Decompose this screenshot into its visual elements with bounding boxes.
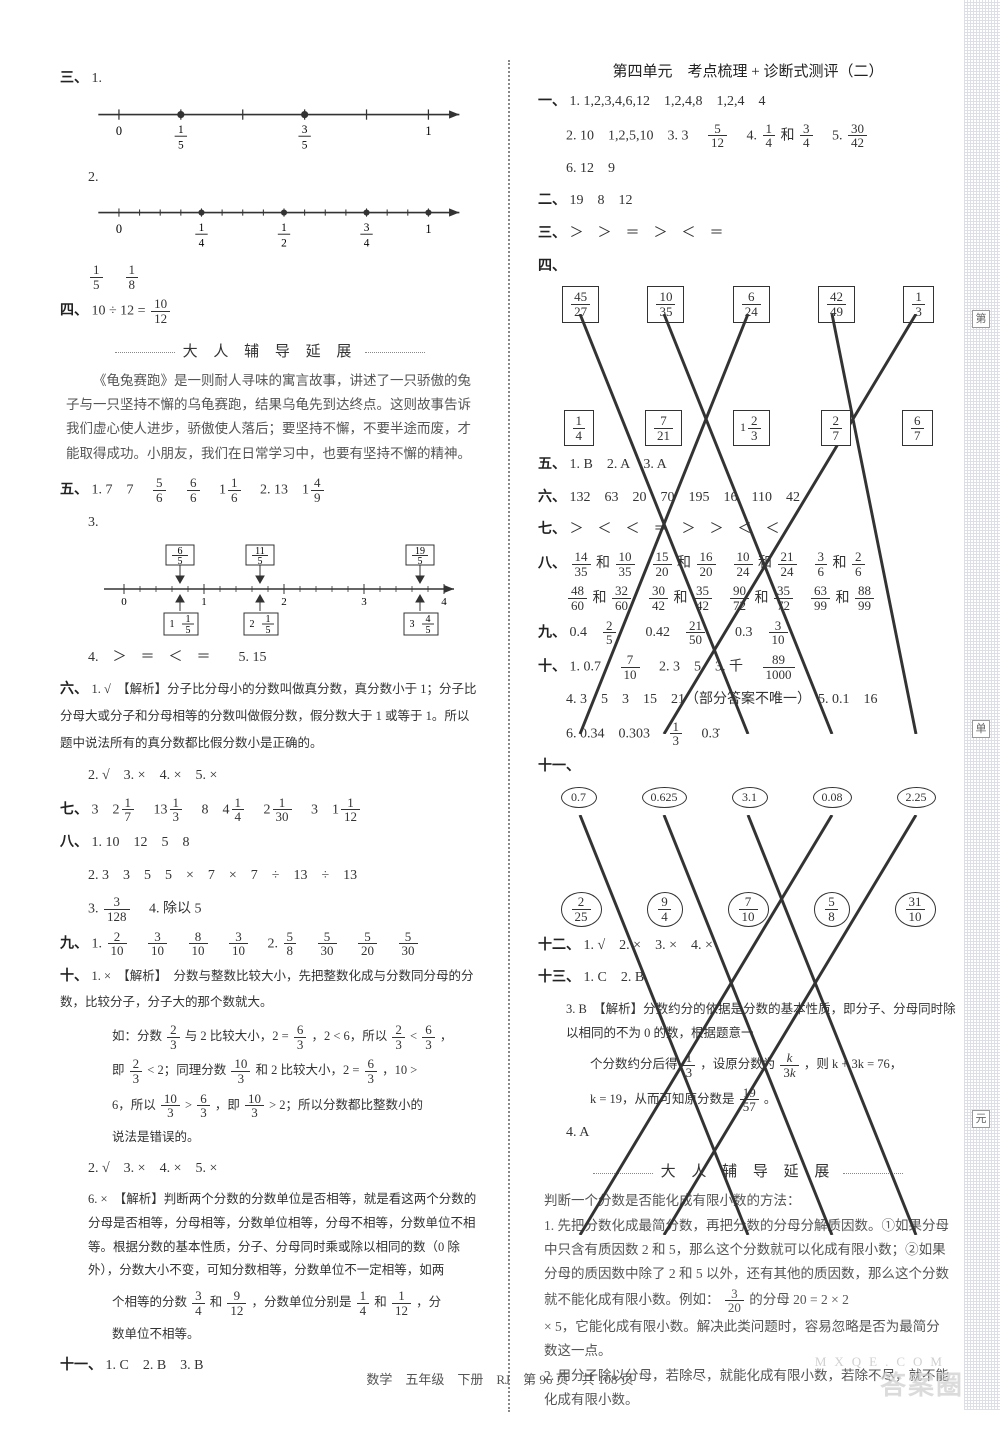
shi-l5: 说法是错误的。	[60, 1126, 480, 1150]
r-si-label: 四、	[538, 254, 958, 281]
svg-text:1: 1	[201, 596, 207, 608]
san-1-num: 1.	[92, 71, 103, 86]
story-1: 《龟兔赛跑》是一则耐人寻味的寓言故事，讲述了一只骄傲的兔子与一只坚持不懈的乌龟赛…	[60, 369, 480, 466]
svg-text:2: 2	[281, 238, 287, 250]
svg-text:2: 2	[281, 596, 287, 608]
shi-l4: 6，所以 103 > 63 ，即 103 > 2；所以分数都比整数小的	[60, 1092, 480, 1120]
svg-text:2: 2	[250, 619, 255, 630]
page: 三、 1. 0 1 15 35 2.	[0, 0, 1000, 1452]
r-yi: 一、 1. 1,2,3,4,6,12 1,2,4,8 1,2,4 4	[538, 89, 958, 116]
wu-3-label: 3.	[60, 510, 480, 537]
svg-text:4: 4	[199, 238, 205, 250]
numline-1: 0 1 1 5 3 5	[88, 99, 480, 159]
svg-text:1: 1	[170, 619, 175, 630]
san-below: 15 18	[60, 263, 480, 291]
wu-4: 4. ＞ ＝ ＜ ＝ 5. 15	[60, 645, 480, 672]
left-column: 三、 1. 0 1 15 35 2.	[60, 60, 480, 1412]
story2-3: 就不能化成有限小数。例如： 320 的分母 20 = 2 × 2	[538, 1287, 958, 1315]
san-label: 三、	[60, 71, 88, 86]
sec-jiu: 九、 1. 210 310 810 310 2. 58 530 520 530	[60, 930, 480, 958]
svg-text:1: 1	[266, 614, 271, 625]
sec-san: 三、 1.	[60, 66, 480, 93]
svg-text:5: 5	[302, 139, 308, 151]
unit-title: 第四单元 考点梳理 + 诊断式测评（二）	[538, 60, 958, 81]
ba-3: 3. 3128 4. 除以 5	[60, 895, 480, 923]
sec-liu: 六、 1. √ 【解析】分子比分母小的分数叫做真分数，真分数小于 1；分子比分母…	[60, 677, 480, 757]
svg-text:4: 4	[441, 596, 447, 608]
shi-l8: 个相等的分数 34 和 912 ，分数单位分别是 14 和 112 ，分	[60, 1289, 480, 1317]
liu-2: 2. √ 3. × 4. × 5. ×	[60, 763, 480, 790]
column-divider	[508, 60, 510, 1412]
svg-text:3: 3	[361, 596, 367, 608]
right-column: 第四单元 考点梳理 + 诊断式测评（二） 一、 1. 1,2,3,4,6,12 …	[538, 60, 958, 1412]
r-er: 二、 19 8 12	[538, 188, 958, 215]
match-1: 45271035624424913 147211232767	[538, 286, 958, 446]
svg-text:1: 1	[281, 222, 287, 234]
sec-wu: 五、 1. 7 7 56 66 116 2. 13 149	[60, 476, 480, 504]
shi-l7: 6. × 【解析】判断两个分数的分数单位是否相等，就是看这两个分数的分母是否相等…	[60, 1188, 480, 1283]
sec-ba: 八、 1. 10 12 5 8	[60, 830, 480, 857]
sec-si: 四、 10 ÷ 12 = 1012	[60, 297, 480, 325]
shi-l6: 2. √ 3. × 4. × 5. ×	[60, 1156, 480, 1183]
svg-text:1: 1	[425, 124, 431, 138]
svg-text:4: 4	[364, 238, 370, 250]
svg-text:3: 3	[302, 124, 308, 136]
svg-text:1: 1	[425, 222, 431, 236]
san-2-num: 2.	[60, 165, 480, 192]
r-san: 三、 ＞ ＞ ＝ ＞ ＜ ＝	[538, 221, 958, 248]
svg-text:0: 0	[116, 222, 122, 236]
ba-2: 2. 3 3 5 5 × 7 × 7 ÷ 13 ÷ 13	[60, 863, 480, 890]
svg-text:1: 1	[178, 124, 184, 136]
shi-l2: 如：分数 23 与 2 比较大小，2 = 63 ，2 < 6，所以 23 < 6…	[60, 1023, 480, 1051]
svg-text:5: 5	[426, 625, 431, 636]
match-2: 0.70.6253.10.082.25 22594710583110	[538, 787, 958, 927]
svg-text:5: 5	[178, 139, 184, 151]
shi-l9: 数单位不相等。	[60, 1323, 480, 1347]
svg-text:0: 0	[121, 596, 127, 608]
svg-text:0: 0	[116, 124, 122, 138]
watermark-main: 答案圈	[880, 1365, 964, 1402]
svg-text:3: 3	[410, 619, 415, 630]
sec-shi: 十、 1. × 【解析】 分数与整数比较大小，先把整数化成与分数同分母的分数，比…	[60, 964, 480, 1017]
svg-text:3: 3	[364, 222, 370, 234]
svg-text:5: 5	[186, 625, 191, 636]
r-shiyi-label: 十一、	[538, 754, 958, 781]
numline-2: 0 1 1 4 1 2 3 4	[88, 197, 480, 257]
r-yi-2: 2. 10 1,2,5,10 3. 3 512 4. 14 和 34 5. 30…	[538, 122, 958, 150]
shi-l3: 即 23 < 2；同理分数 103 和 2 比较大小，2 = 63 ，10 >	[60, 1057, 480, 1085]
svg-text:5: 5	[266, 625, 271, 636]
band-1: 大 人 辅 导 延 展	[60, 340, 480, 361]
r-yi-3: 6. 12 9	[538, 156, 958, 183]
svg-text:4: 4	[426, 614, 431, 625]
svg-text:1: 1	[199, 222, 205, 234]
sec-qi: 七、 3 217 1313 8 414 2130 3 1112	[60, 796, 480, 824]
svg-text:1: 1	[186, 614, 191, 625]
page-footer: 数学 五年级 下册 RJ 第 96 页 共 108 页	[0, 1369, 1000, 1388]
numline-3: 65 115 195	[88, 543, 480, 639]
